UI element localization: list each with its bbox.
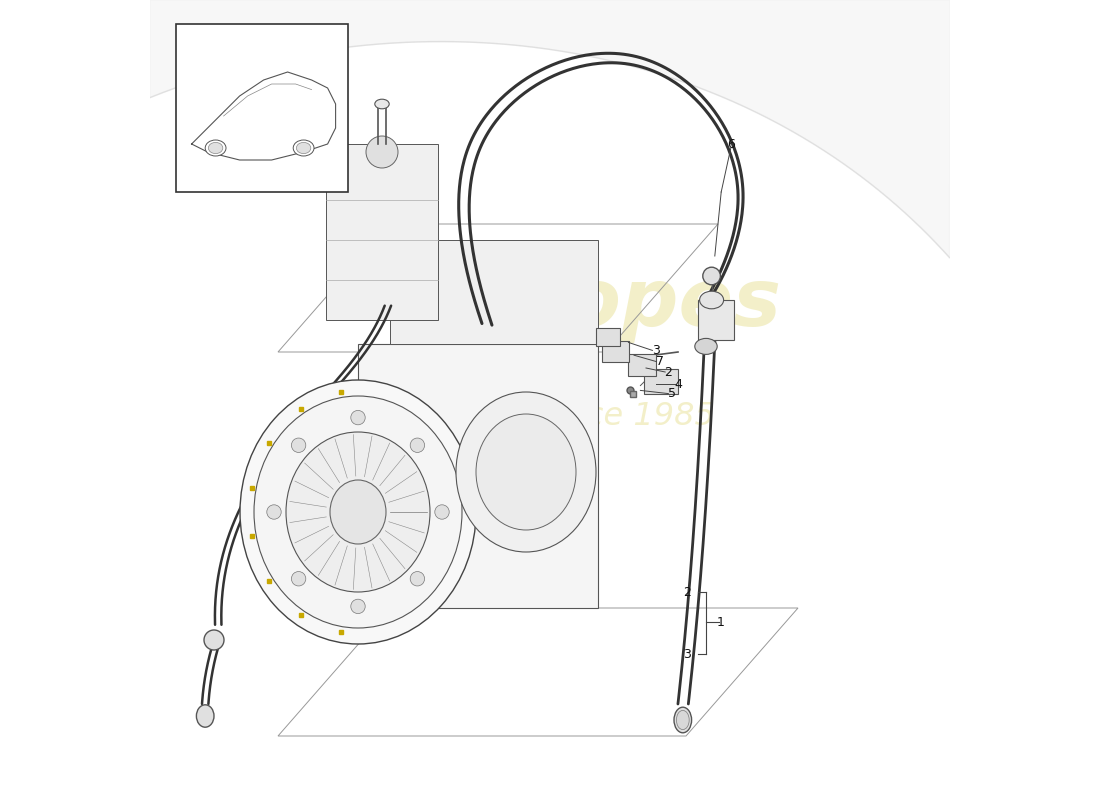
Ellipse shape xyxy=(267,505,282,519)
Text: 3: 3 xyxy=(651,344,660,357)
Ellipse shape xyxy=(294,140,313,156)
Polygon shape xyxy=(150,0,950,258)
Ellipse shape xyxy=(204,630,224,650)
Polygon shape xyxy=(326,144,438,320)
Ellipse shape xyxy=(351,599,365,614)
Ellipse shape xyxy=(695,338,717,354)
Ellipse shape xyxy=(254,396,462,628)
Bar xyxy=(602,341,629,362)
Text: 6: 6 xyxy=(727,138,735,150)
Ellipse shape xyxy=(286,432,430,592)
Ellipse shape xyxy=(674,707,692,733)
Ellipse shape xyxy=(240,380,476,644)
Ellipse shape xyxy=(456,392,596,552)
Ellipse shape xyxy=(375,99,389,109)
Polygon shape xyxy=(390,240,598,344)
Ellipse shape xyxy=(208,142,223,154)
Ellipse shape xyxy=(351,410,365,425)
Bar xyxy=(698,300,734,340)
Ellipse shape xyxy=(366,136,398,168)
Ellipse shape xyxy=(410,438,425,453)
Text: 1: 1 xyxy=(716,616,724,629)
Ellipse shape xyxy=(700,291,724,309)
Ellipse shape xyxy=(676,710,690,730)
Text: a parts since 1985: a parts since 1985 xyxy=(418,401,714,431)
Ellipse shape xyxy=(292,438,306,453)
Text: 2: 2 xyxy=(664,366,672,378)
Bar xyxy=(176,24,348,192)
Ellipse shape xyxy=(197,705,215,727)
Text: 2: 2 xyxy=(683,586,691,598)
Text: europes: europes xyxy=(415,265,781,343)
Bar xyxy=(596,328,620,346)
Bar xyxy=(628,354,656,376)
Ellipse shape xyxy=(292,571,306,586)
Text: 3: 3 xyxy=(683,648,691,661)
Ellipse shape xyxy=(296,142,311,154)
Ellipse shape xyxy=(703,267,720,285)
Ellipse shape xyxy=(330,480,386,544)
Polygon shape xyxy=(358,344,598,608)
Ellipse shape xyxy=(206,140,225,156)
Ellipse shape xyxy=(434,505,449,519)
Text: 5: 5 xyxy=(668,387,675,400)
Text: 4: 4 xyxy=(674,378,682,390)
Bar xyxy=(645,369,678,394)
Ellipse shape xyxy=(410,571,425,586)
Text: 7: 7 xyxy=(656,355,663,368)
Ellipse shape xyxy=(476,414,576,530)
